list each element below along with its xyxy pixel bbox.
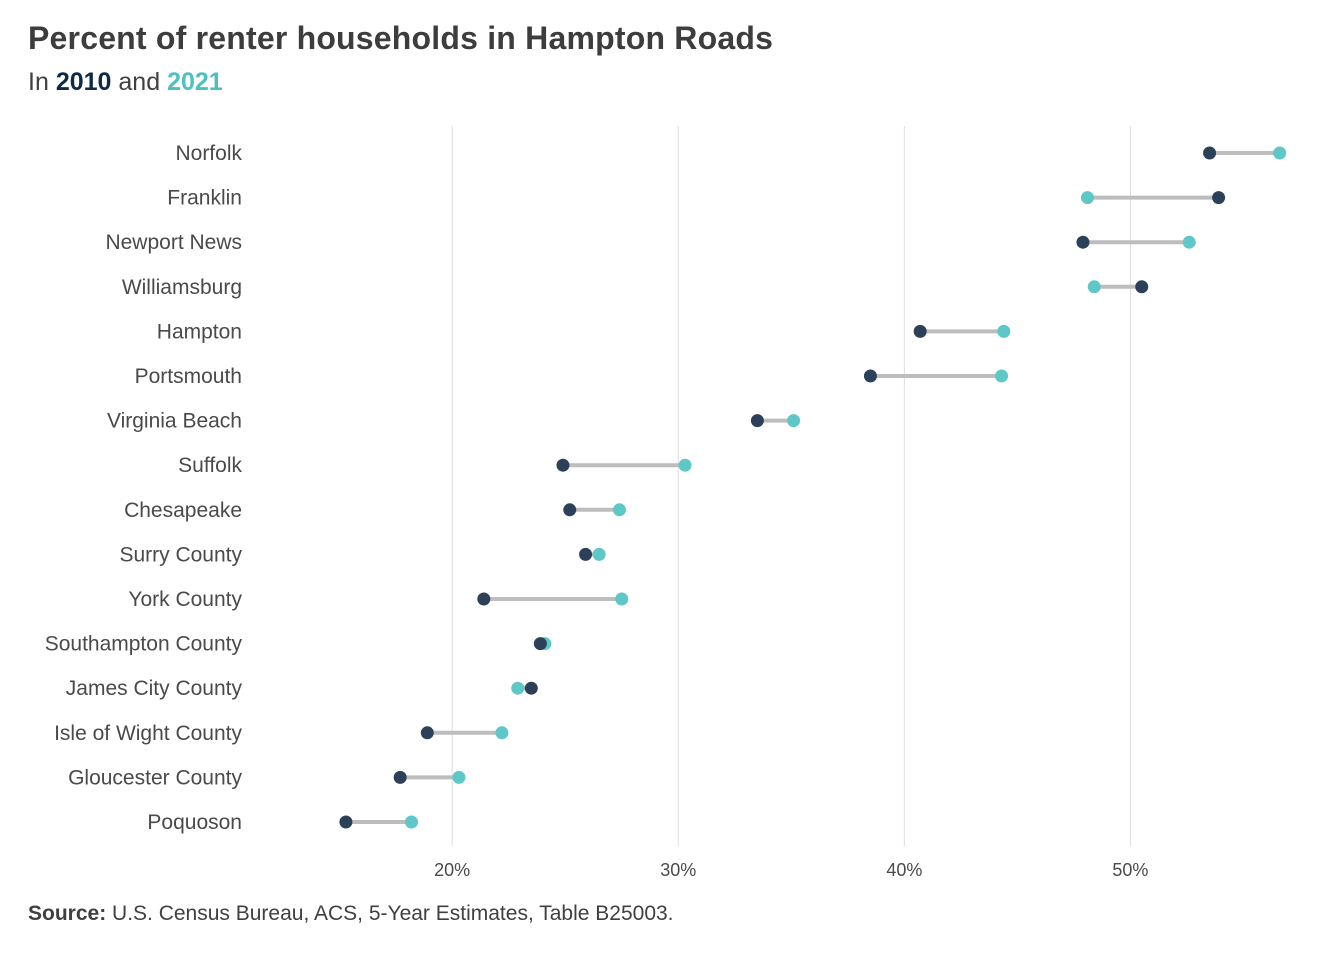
category-label: Norfolk — [175, 142, 242, 165]
category-label: Newport News — [105, 231, 242, 254]
x-tick-label: 20% — [434, 860, 470, 880]
point-2010 — [477, 592, 491, 606]
point-2010 — [863, 369, 877, 383]
source-label: Source: — [28, 902, 107, 925]
point-2021 — [1087, 280, 1101, 294]
point-2021 — [404, 815, 418, 829]
chart-subtitle: In 2010 and 2021 — [28, 68, 223, 97]
point-2010 — [339, 815, 353, 829]
category-label: York County — [128, 588, 242, 611]
category-label: Franklin — [167, 187, 242, 210]
point-2021 — [612, 503, 626, 517]
point-2010 — [524, 681, 538, 695]
point-2021 — [615, 592, 629, 606]
category-label: Surry County — [119, 543, 242, 566]
category-label: Poquoson — [147, 811, 242, 834]
category-label: Suffolk — [178, 454, 242, 477]
point-2021 — [1080, 191, 1094, 205]
point-2021 — [995, 369, 1009, 383]
point-2021 — [495, 726, 509, 740]
category-label: Chesapeake — [124, 499, 242, 522]
point-2021 — [997, 324, 1011, 338]
point-2010 — [579, 547, 593, 561]
category-label: James City County — [66, 677, 243, 700]
point-2010 — [1212, 191, 1226, 205]
point-2021 — [592, 547, 606, 561]
point-2021 — [678, 458, 692, 472]
x-tick-label: 50% — [1112, 860, 1148, 880]
chart-title: Percent of renter households in Hampton … — [28, 20, 774, 56]
subtitle-middle: and — [118, 68, 161, 96]
category-label: Isle of Wight County — [54, 722, 242, 745]
subtitle-prefix: In — [28, 68, 49, 96]
point-2010 — [750, 414, 764, 428]
category-label: Virginia Beach — [107, 410, 242, 433]
point-2021 — [511, 681, 525, 695]
point-2010 — [563, 503, 577, 517]
point-2010 — [1135, 280, 1149, 294]
subtitle-year-2010: 2010 — [55, 68, 112, 96]
point-2010 — [420, 726, 434, 740]
point-2010 — [393, 770, 407, 784]
point-2010 — [556, 458, 570, 472]
category-label: Hampton — [157, 320, 242, 343]
point-2021 — [1273, 146, 1287, 160]
point-2010 — [913, 324, 927, 338]
x-axis-ticks: 20% 30% 40% 50% — [434, 860, 1148, 880]
dumbbell-marks — [339, 146, 1287, 829]
category-label: Williamsburg — [122, 276, 242, 299]
point-2021 — [787, 414, 801, 428]
point-2021 — [1182, 235, 1196, 249]
x-tick-label: 30% — [660, 860, 696, 880]
category-label: Portsmouth — [135, 365, 242, 388]
category-label: Gloucester County — [68, 766, 242, 789]
gridlines — [451, 126, 1131, 846]
category-labels: Norfolk Franklin Newport News Williamsburg H… — [45, 142, 243, 834]
subtitle-year-2021: 2021 — [167, 68, 223, 96]
source-text: U.S. Census Bureau, ACS, 5-Year Estimate… — [112, 902, 674, 925]
point-2010 — [1203, 146, 1217, 160]
point-2010 — [533, 637, 547, 651]
source-note: Source: U.S. Census Bureau, ACS, 5-Year … — [28, 902, 674, 926]
x-tick-label: 40% — [886, 860, 922, 880]
category-label: Southampton County — [45, 633, 243, 656]
point-2021 — [452, 770, 466, 784]
point-2010 — [1076, 235, 1090, 249]
